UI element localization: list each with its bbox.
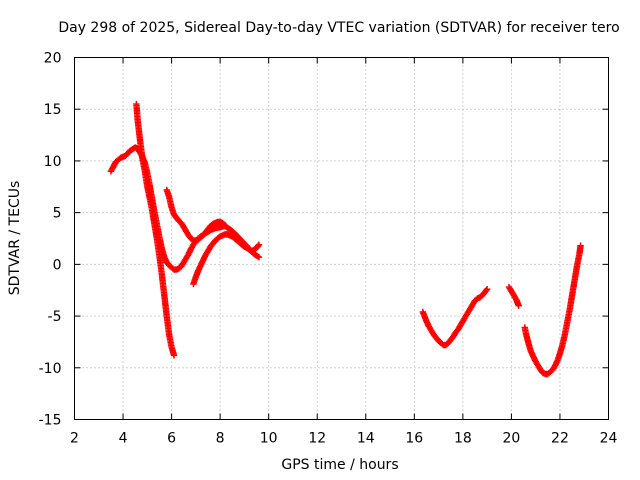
data-point <box>254 253 261 260</box>
y-tick-label: -15 <box>39 413 62 429</box>
data-point <box>483 285 491 293</box>
y-tick-label: 10 <box>44 154 62 170</box>
x-tick-label: 14 <box>357 431 375 447</box>
x-tick-label: 24 <box>600 431 618 447</box>
data-point <box>515 302 522 309</box>
chart-title: Day 298 of 2025, Sidereal Day-to-day VTE… <box>58 20 619 36</box>
y-tick-label: 15 <box>44 102 62 118</box>
y-tick-label: 0 <box>53 257 62 273</box>
series-arc-2 <box>133 100 178 359</box>
data-point <box>483 287 490 294</box>
x-axis-label: GPS time / hours <box>281 457 398 473</box>
x-tick-label: 22 <box>551 431 569 447</box>
data-point <box>221 221 229 229</box>
series-arc-6 <box>505 283 522 309</box>
x-tick-label: 16 <box>405 431 423 447</box>
y-axis-label: SDTVAR / TECUs <box>7 181 23 296</box>
data-point <box>170 352 178 359</box>
y-tick-label: -5 <box>48 309 62 325</box>
x-tick-label: 10 <box>260 431 278 447</box>
series-arc-5 <box>419 285 491 349</box>
y-tick-label: 20 <box>44 51 62 67</box>
x-tick-label: 12 <box>308 431 326 447</box>
x-tick-label: 6 <box>167 431 176 447</box>
x-tick-label: 4 <box>119 431 128 447</box>
plot-frame <box>74 57 609 420</box>
data-point <box>255 241 263 248</box>
data-point <box>255 253 263 261</box>
data-point <box>220 220 227 228</box>
grid <box>74 57 609 420</box>
x-tick-label: 8 <box>216 431 225 447</box>
y-tick-label: -10 <box>39 361 62 377</box>
series-arc-1 <box>107 144 263 273</box>
data-markers <box>107 100 584 378</box>
x-tick-label: 20 <box>502 431 520 447</box>
series-arc-3 <box>163 186 229 244</box>
x-tick-label: 2 <box>70 431 79 447</box>
series-arc-4 <box>190 231 263 288</box>
data-point <box>577 242 584 249</box>
y-tick-label: 5 <box>53 206 62 222</box>
series-arc-7 <box>521 242 584 378</box>
x-tick-label: 18 <box>454 431 472 447</box>
data-point <box>254 242 262 249</box>
